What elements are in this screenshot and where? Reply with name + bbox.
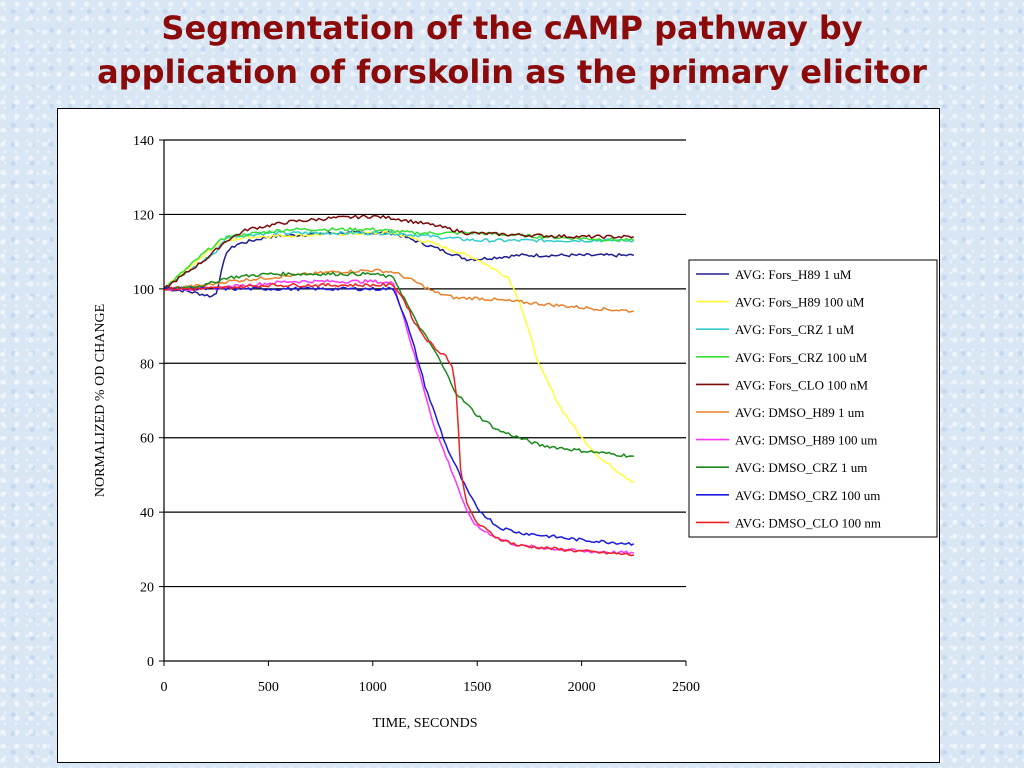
legend-label: AVG: Fors_CRZ 100 uM bbox=[735, 350, 868, 365]
series-line-2 bbox=[163, 230, 634, 484]
chart-panel: 0 20 40 60 80 100 120 140 0 500 1000 1500 2000 2500 T… bbox=[57, 108, 940, 763]
y-tick-label: 40 bbox=[140, 506, 154, 521]
slide-title-line-2: application of forskolin as the primary … bbox=[97, 53, 927, 91]
legend-label: AVG: Fors_H89 100 uM bbox=[735, 295, 865, 310]
legend-box bbox=[688, 259, 938, 538]
legend-label: AVG: DMSO_CRZ 1 um bbox=[735, 460, 867, 475]
slide-title-line-1: Segmentation of the cAMP pathway by bbox=[161, 9, 863, 47]
legend-label: AVG: DMSO_H89 1 um bbox=[735, 405, 864, 420]
y-axis-title: NORMALIZED % OD CHANGE bbox=[93, 304, 108, 497]
x-tick-label: 2000 bbox=[568, 680, 596, 695]
legend-label: AVG: DMSO_CLO 100 nm bbox=[735, 515, 881, 530]
y-tick-label: 100 bbox=[133, 283, 154, 298]
series-line-7 bbox=[163, 279, 635, 555]
series-line-9 bbox=[163, 286, 635, 546]
x-tick-label: 2500 bbox=[672, 680, 700, 695]
legend-label: AVG: Fors_H89 1 uM bbox=[735, 267, 852, 282]
legend-label: AVG: Fors_CLO 100 nM bbox=[735, 377, 868, 392]
y-tick-label: 120 bbox=[133, 208, 154, 223]
x-tick-label: 0 bbox=[161, 680, 168, 695]
x-axis-title: TIME, SECONDS bbox=[372, 716, 477, 731]
y-tick-label: 80 bbox=[140, 357, 154, 372]
axes: 0 20 40 60 80 100 120 140 0 500 1000 1500 2000 2500 bbox=[133, 134, 700, 695]
series-lines bbox=[163, 214, 635, 557]
x-tick-label: 1500 bbox=[463, 680, 491, 695]
series-line-3 bbox=[163, 230, 635, 290]
slide-title: Segmentation of the cAMP pathway by appl… bbox=[0, 6, 1024, 94]
legend: AVG: Fors_H89 1 uM AVG: Fors_H89 100 uM AV… bbox=[688, 259, 938, 538]
series-line-10 bbox=[163, 282, 635, 557]
series-line-8 bbox=[163, 271, 634, 458]
x-tick-label: 500 bbox=[258, 680, 279, 695]
series-line-5 bbox=[163, 214, 635, 290]
legend-label: AVG: DMSO_CRZ 100 um bbox=[735, 488, 880, 503]
y-tick-label: 60 bbox=[140, 432, 154, 447]
grid-lines bbox=[164, 139, 686, 588]
y-tick-label: 20 bbox=[140, 581, 154, 596]
series-line-4 bbox=[163, 226, 635, 290]
x-tick-label: 1000 bbox=[359, 680, 387, 695]
legend-label: AVG: Fors_CRZ 1 uM bbox=[735, 322, 855, 337]
legend-label: AVG: DMSO_H89 100 um bbox=[735, 433, 877, 448]
y-tick-label: 0 bbox=[147, 655, 154, 670]
series-line-6 bbox=[163, 268, 634, 313]
line-chart: 0 20 40 60 80 100 120 140 0 500 1000 1500 2000 2500 T… bbox=[93, 134, 938, 731]
y-tick-label: 140 bbox=[133, 134, 154, 149]
